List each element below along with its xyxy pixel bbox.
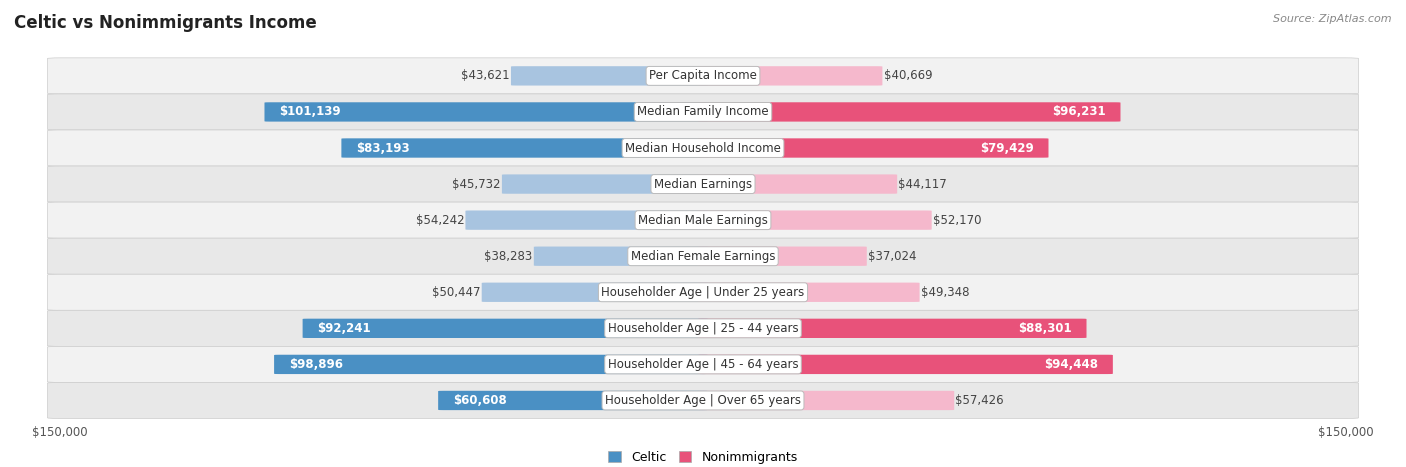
FancyBboxPatch shape [342,138,709,158]
Text: Median Earnings: Median Earnings [654,177,752,191]
FancyBboxPatch shape [48,274,1358,310]
Text: Median Male Earnings: Median Male Earnings [638,213,768,226]
Text: $50,447: $50,447 [432,286,481,299]
FancyBboxPatch shape [48,166,1358,202]
Text: $92,241: $92,241 [318,322,371,335]
Text: Householder Age | 45 - 64 years: Householder Age | 45 - 64 years [607,358,799,371]
FancyBboxPatch shape [697,355,1112,374]
Text: Per Capita Income: Per Capita Income [650,70,756,82]
FancyBboxPatch shape [48,94,1358,130]
Text: Median Female Earnings: Median Female Earnings [631,250,775,263]
FancyBboxPatch shape [697,66,883,85]
FancyBboxPatch shape [510,66,709,85]
Text: $44,117: $44,117 [898,177,948,191]
Text: $60,608: $60,608 [453,394,506,407]
FancyBboxPatch shape [697,211,932,230]
Text: $52,170: $52,170 [934,213,981,226]
Text: Householder Age | 25 - 44 years: Householder Age | 25 - 44 years [607,322,799,335]
Text: $40,669: $40,669 [884,70,932,82]
Text: $88,301: $88,301 [1018,322,1071,335]
Legend: Celtic, Nonimmigrants: Celtic, Nonimmigrants [603,446,803,467]
Text: Householder Age | Under 25 years: Householder Age | Under 25 years [602,286,804,299]
Text: $49,348: $49,348 [921,286,969,299]
Text: $79,429: $79,429 [980,142,1033,155]
Text: $57,426: $57,426 [956,394,1004,407]
FancyBboxPatch shape [48,130,1358,166]
Text: Median Family Income: Median Family Income [637,106,769,119]
FancyBboxPatch shape [48,238,1358,274]
FancyBboxPatch shape [697,174,897,194]
Text: Source: ZipAtlas.com: Source: ZipAtlas.com [1274,14,1392,24]
FancyBboxPatch shape [48,382,1358,418]
FancyBboxPatch shape [274,355,709,374]
Text: Householder Age | Over 65 years: Householder Age | Over 65 years [605,394,801,407]
FancyBboxPatch shape [697,247,866,266]
FancyBboxPatch shape [697,138,1049,158]
FancyBboxPatch shape [697,102,1121,121]
FancyBboxPatch shape [48,202,1358,238]
FancyBboxPatch shape [465,211,709,230]
FancyBboxPatch shape [534,247,709,266]
FancyBboxPatch shape [439,391,709,410]
FancyBboxPatch shape [48,58,1358,94]
Text: $96,231: $96,231 [1052,106,1105,119]
Text: Celtic vs Nonimmigrants Income: Celtic vs Nonimmigrants Income [14,14,316,32]
Text: Median Household Income: Median Household Income [626,142,780,155]
Text: $37,024: $37,024 [868,250,917,263]
Text: $94,448: $94,448 [1045,358,1098,371]
FancyBboxPatch shape [302,318,709,338]
FancyBboxPatch shape [48,347,1358,382]
FancyBboxPatch shape [697,318,1087,338]
Text: $54,242: $54,242 [416,213,464,226]
FancyBboxPatch shape [264,102,709,121]
Text: $43,621: $43,621 [461,70,509,82]
FancyBboxPatch shape [697,283,920,302]
FancyBboxPatch shape [48,310,1358,347]
Text: $83,193: $83,193 [356,142,409,155]
FancyBboxPatch shape [482,283,709,302]
Text: $38,283: $38,283 [484,250,533,263]
Text: $101,139: $101,139 [280,106,340,119]
FancyBboxPatch shape [502,174,709,194]
Text: $98,896: $98,896 [288,358,343,371]
Text: $45,732: $45,732 [453,177,501,191]
FancyBboxPatch shape [697,391,955,410]
